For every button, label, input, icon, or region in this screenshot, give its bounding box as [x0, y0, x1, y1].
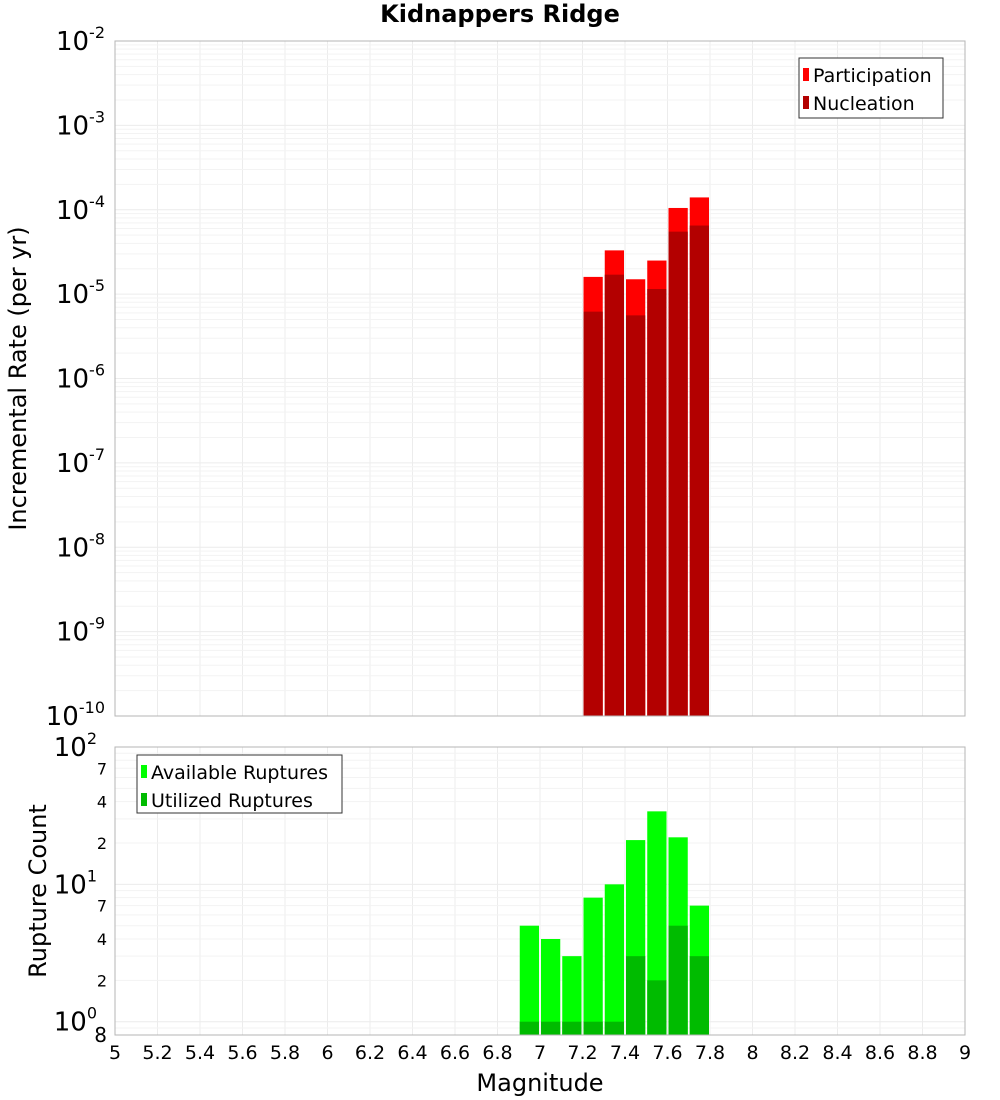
bottom-legend-swatch [141, 765, 147, 778]
y-minor-tick-label: 8 [94, 1023, 107, 1047]
y-tick-label: 10-9 [56, 614, 105, 648]
top-plot: 10-10 10-9 10-8 10-7 10-6 10-5 10-4 10-3 10-2 In… [4, 23, 966, 732]
bottom-legend-swatch [141, 793, 147, 806]
utilized-ruptures-bar [626, 956, 646, 1035]
y-tick-label: 10-2 [56, 23, 105, 57]
bottom-bars [519, 811, 709, 1035]
top-plot-border [114, 40, 966, 717]
available-ruptures-bar [519, 925, 539, 1035]
y-tick-label: 10-7 [56, 445, 105, 479]
available-ruptures-bar [604, 884, 624, 1035]
x-tick-label: 6 [321, 1042, 333, 1064]
chart-title: Kidnappers Ridge [380, 0, 620, 28]
utilized-ruptures-bar [541, 1021, 561, 1035]
top-legend: Participation Nucleation [798, 57, 944, 119]
top-legend-swatch [803, 68, 809, 81]
utilized-ruptures-bar [604, 1021, 624, 1035]
nucleation-bar [583, 311, 603, 716]
y-minor-tick-label: 7 [97, 759, 107, 778]
x-tick-label: 6.4 [397, 1042, 427, 1064]
y-minor-tick-label: 4 [97, 793, 107, 812]
x-tick-label: 8.4 [822, 1042, 852, 1064]
x-tick-label: 5.8 [270, 1042, 300, 1064]
x-tick-label: 8 [746, 1042, 758, 1064]
utilized-ruptures-bar [689, 956, 709, 1035]
top-y-ticks: 10-10 10-9 10-8 10-7 10-6 10-5 10-4 10-3 10-2 [46, 23, 105, 732]
top-y-axis-label: Incremental Rate (per yr) [4, 226, 32, 530]
bottom-legend-box [136, 754, 343, 814]
y-tick-label: 10-10 [46, 698, 105, 732]
nucleation-bar [626, 315, 646, 716]
utilized-ruptures-bar [519, 1021, 539, 1035]
bottom-y-ticks: 100 101 102 8 2 4 7 2 4 7 [54, 729, 107, 1047]
x-tick-label: 8.6 [865, 1042, 895, 1064]
bottom-plot: 100 101 102 8 2 4 7 2 4 7 5 5.2 5.4 5.6 5.8 6 6.2 6.4 6.6… [24, 729, 971, 1097]
y-tick-label: 10-3 [56, 107, 105, 141]
x-ticks: 5 5.2 5.4 5.6 5.8 6 6.2 6.4 6.6 6.8 7 7.2 7.4 7.6 7.8 8… [109, 1042, 971, 1064]
x-tick-label: 8.8 [907, 1042, 937, 1064]
nucleation-bar [604, 274, 624, 716]
utilized-ruptures-bar [583, 1021, 603, 1035]
x-tick-label: 6.6 [440, 1042, 470, 1064]
x-tick-label: 7.4 [610, 1042, 640, 1064]
y-tick-label: 10-6 [56, 361, 105, 395]
top-legend-label: Nucleation [813, 93, 915, 115]
bottom-legend-label: Available Ruptures [151, 762, 328, 784]
y-major-tick-label: 101 [54, 866, 97, 900]
x-tick-label: 8.2 [780, 1042, 810, 1064]
y-major-tick-label: 102 [54, 729, 97, 763]
available-ruptures-bar [583, 897, 603, 1035]
x-tick-label: 5.4 [185, 1042, 215, 1064]
nucleation-bar [689, 225, 709, 716]
bottom-legend-label: Utilized Ruptures [151, 790, 313, 812]
utilized-ruptures-bar [562, 1021, 582, 1035]
utilized-ruptures-bar [647, 980, 667, 1035]
x-tick-label: 6.2 [355, 1042, 385, 1064]
nucleation-bar [647, 289, 667, 716]
y-tick-label: 10-5 [56, 276, 105, 310]
y-minor-tick-label: 7 [97, 897, 107, 916]
x-tick-label: 7.6 [652, 1042, 682, 1064]
available-ruptures-bar [647, 811, 667, 1035]
y-tick-label: 10-4 [56, 192, 105, 226]
x-tick-label: 6.8 [482, 1042, 512, 1064]
x-tick-label: 9 [959, 1042, 971, 1064]
y-minor-tick-label: 2 [97, 834, 107, 853]
top-legend-swatch [803, 96, 809, 109]
y-major-tick-label: 100 [54, 1004, 97, 1038]
top-legend-box [798, 57, 944, 119]
top-legend-label: Participation [813, 65, 932, 87]
x-tick-label: 7.2 [567, 1042, 597, 1064]
available-ruptures-bar [562, 956, 582, 1035]
y-tick-label: 10-8 [56, 529, 105, 563]
y-minor-tick-label: 4 [97, 930, 107, 949]
top-grid [114, 40, 966, 717]
x-axis-label: Magnitude [476, 1069, 603, 1097]
bottom-y-axis-label: Rupture Count [24, 804, 52, 978]
x-tick-label: 7 [534, 1042, 546, 1064]
x-tick-label: 7.8 [695, 1042, 725, 1064]
top-bars [583, 197, 709, 717]
utilized-ruptures-bar [668, 925, 688, 1035]
y-minor-tick-label: 2 [97, 971, 107, 990]
available-ruptures-bar [541, 939, 561, 1035]
nucleation-bar [668, 231, 688, 716]
x-tick-label: 5.6 [227, 1042, 257, 1064]
x-tick-label: 5 [109, 1042, 121, 1064]
x-tick-label: 5.2 [142, 1042, 172, 1064]
bottom-legend: Available Ruptures Utilized Ruptures [136, 754, 343, 814]
bottom-plot-border [114, 746, 966, 1036]
